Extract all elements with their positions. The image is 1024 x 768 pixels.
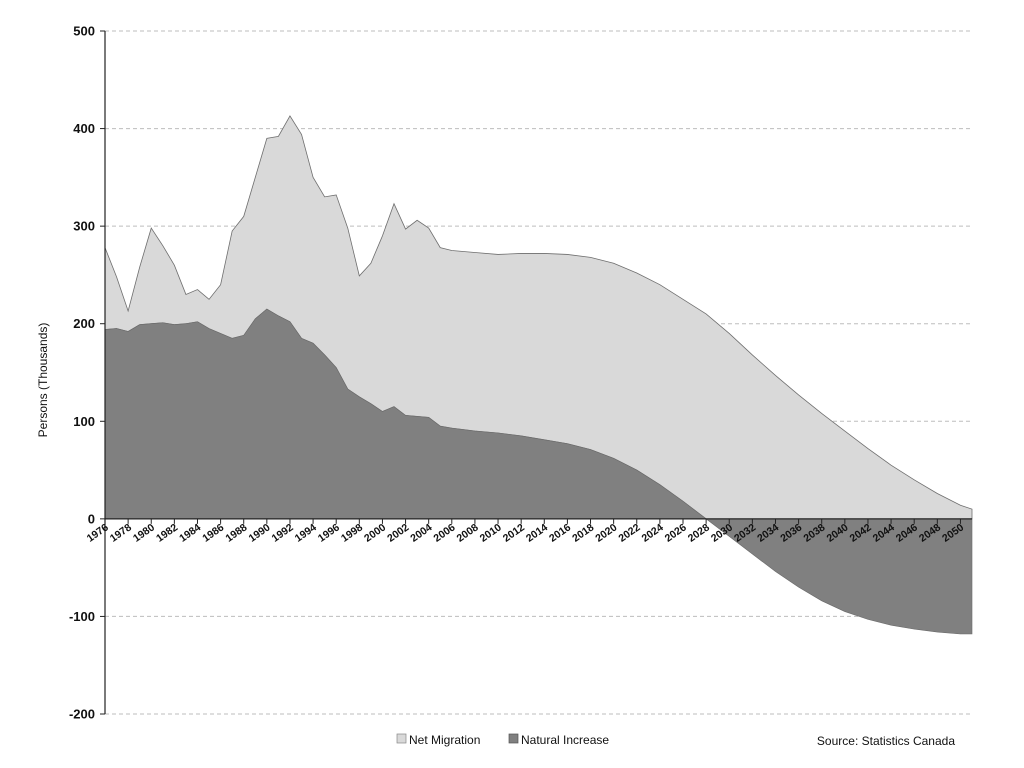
x-tick-label: 2010	[478, 521, 504, 544]
x-tick-label: 2022	[616, 521, 642, 544]
areas	[104, 115, 973, 635]
x-tick-label: 1990	[247, 521, 273, 544]
x-tick-label: 2028	[686, 521, 712, 544]
x-tick-label: 1994	[293, 521, 319, 544]
x-tick-label: 2006	[432, 521, 458, 544]
y-tick-label: 400	[73, 121, 95, 136]
legend: Net Migration Natural Increase	[396, 733, 609, 747]
legend-swatch-net-migration	[396, 733, 407, 744]
x-tick-label: 2026	[663, 521, 689, 544]
x-tick-label: 1996	[316, 521, 342, 544]
x-tick-label: 1982	[154, 521, 180, 544]
y-tick-label: -200	[69, 707, 95, 722]
x-tick-label: 1980	[131, 521, 157, 544]
x-tick-label: 2012	[501, 521, 527, 544]
x-tick-label: 2020	[593, 521, 619, 544]
x-tick-label: 1988	[223, 521, 249, 544]
y-tick-label: 500	[73, 24, 95, 39]
axes	[100, 30, 972, 715]
area-natural-increase	[104, 308, 973, 635]
x-tick-label: 1986	[200, 521, 226, 544]
x-tick-label: 1998	[339, 521, 365, 544]
x-tick-label: 2008	[455, 521, 481, 544]
x-tick-label: 1984	[177, 521, 203, 544]
x-tick-label: 2016	[547, 521, 573, 544]
y-tick-labels: 500 400 300 200 100 0 -100 -200	[69, 24, 95, 722]
x-tick-label: 2024	[640, 521, 666, 544]
y-axis-title: Persons (Thousands)	[36, 323, 50, 438]
x-tick-label: 2018	[570, 521, 596, 544]
y-tick-label: 100	[73, 414, 95, 429]
y-tick-label: 300	[73, 219, 95, 234]
x-tick-label: 1978	[108, 521, 134, 544]
legend-label-net-migration: Net Migration	[409, 733, 480, 747]
source-note: Source: Statistics Canada	[817, 734, 955, 748]
x-tick-label: 1992	[270, 521, 296, 544]
legend-label-natural-increase: Natural Increase	[521, 733, 609, 747]
y-tick-label: -100	[69, 609, 95, 624]
x-tick-label: 2014	[524, 521, 550, 544]
x-tick-label: 2002	[385, 521, 411, 544]
y-tick-label: 0	[88, 511, 95, 526]
x-tick-label: 2004	[408, 521, 434, 544]
legend-swatch-natural-increase	[508, 733, 519, 744]
y-tick-label: 200	[73, 316, 95, 331]
x-tick-label: 2000	[362, 521, 388, 544]
